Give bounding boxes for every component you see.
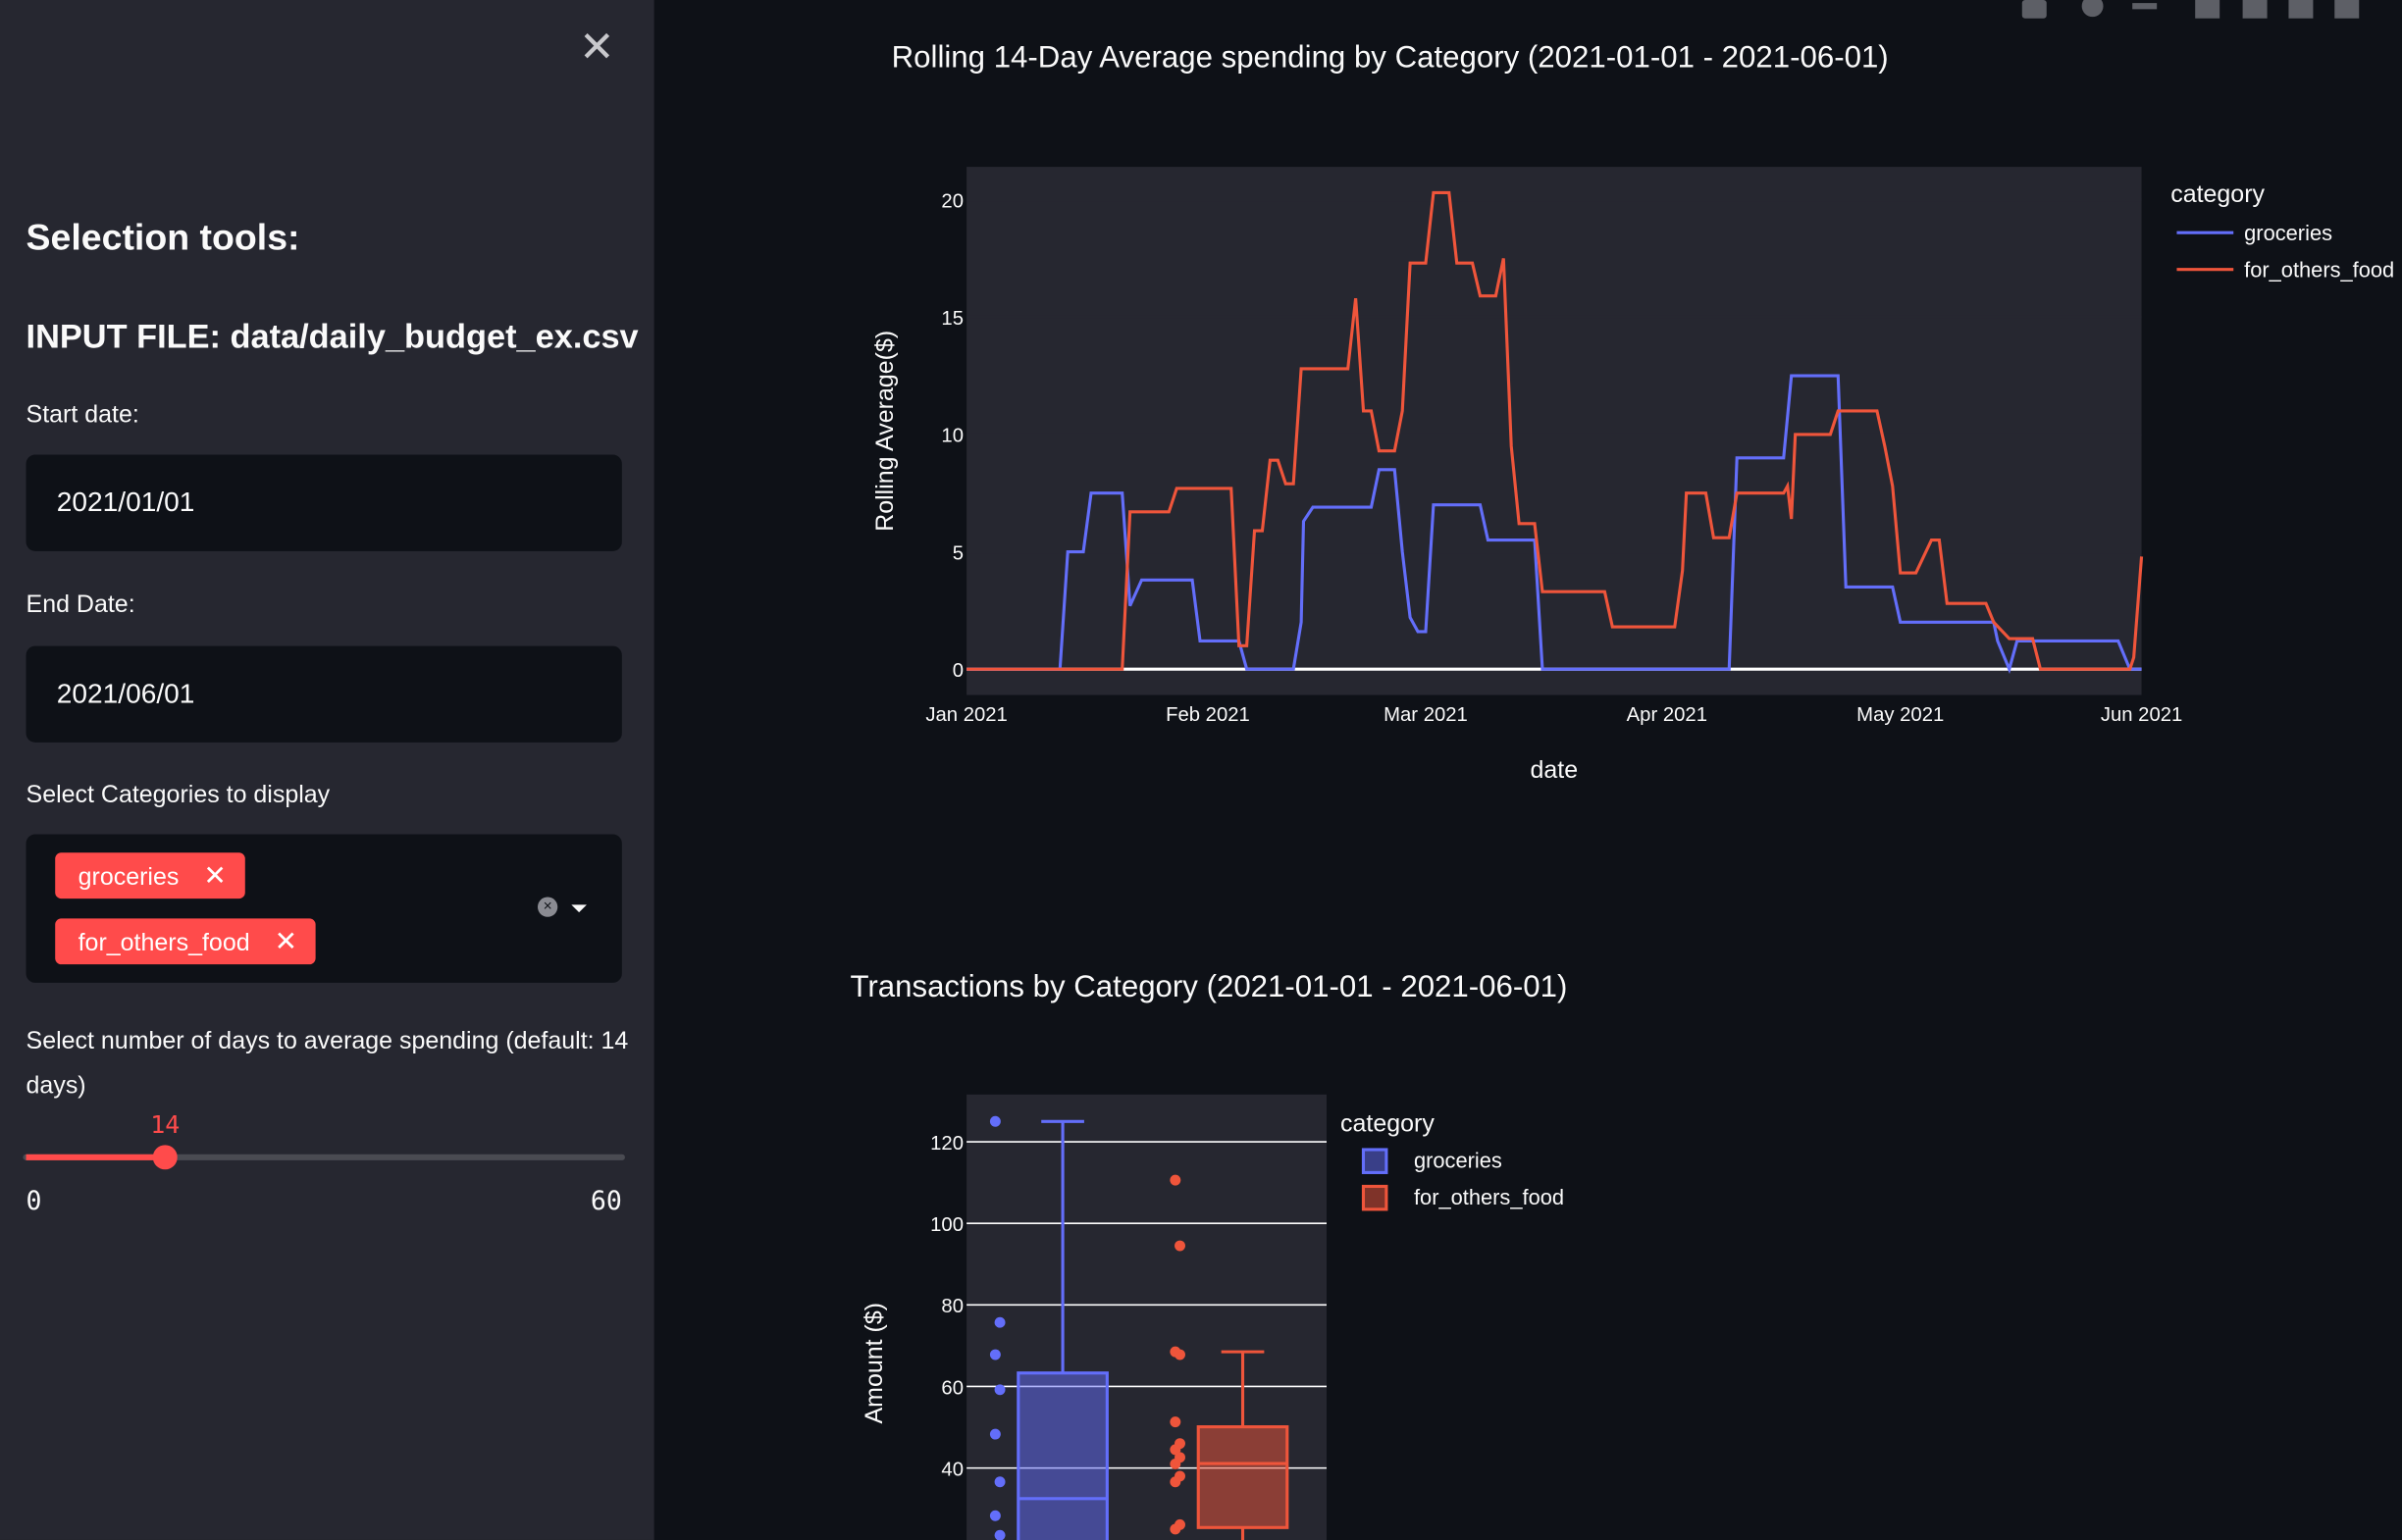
x-tick-label: Feb 2021	[1166, 704, 1250, 726]
slider-thumb[interactable]	[152, 1145, 178, 1170]
zoom-out-icon[interactable]	[2242, 0, 2268, 19]
input-file: INPUT FILE: data/daily_budget_ex.csv	[26, 317, 639, 356]
data-point	[1175, 1349, 1185, 1360]
category-tag[interactable]: for_others_food ✕	[55, 918, 316, 965]
close-sidebar-button[interactable]: ✕	[579, 23, 615, 71]
legend-label: groceries	[1414, 1149, 1502, 1173]
legend-swatch	[1361, 1184, 1388, 1211]
legend-title: category	[2170, 180, 2265, 208]
data-point	[1170, 1444, 1181, 1456]
start-label: Start date:	[26, 402, 139, 429]
slider-max: 60	[591, 1186, 622, 1216]
line-series	[966, 374, 2142, 674]
legend-label: for_others_food	[1414, 1185, 1564, 1209]
y-tick-label: 80	[941, 1296, 964, 1317]
y-axis-title: Amount ($)	[861, 1303, 888, 1423]
data-point	[1170, 1476, 1181, 1488]
y-tick-label: 40	[941, 1459, 964, 1480]
end-label: End Date:	[26, 591, 135, 619]
x-tick-label: Mar 2021	[1384, 704, 1468, 726]
data-point	[1170, 1174, 1181, 1186]
box	[1196, 1425, 1289, 1529]
data-point	[994, 1476, 1006, 1488]
autoscale-icon[interactable]	[2288, 0, 2314, 19]
categories-label: Select Categories to display	[26, 782, 331, 808]
tag-text: for_others_food	[78, 930, 250, 957]
zoom-in-icon[interactable]	[2195, 0, 2220, 19]
chart-title: Rolling 14-Day Average spending by Categ…	[892, 40, 1889, 75]
remove-tag[interactable]: ✕	[203, 860, 227, 892]
data-point	[994, 1384, 1006, 1396]
data-point	[989, 1510, 1001, 1521]
y-tick-label: 120	[930, 1133, 964, 1155]
plot-area	[966, 167, 2142, 695]
data-point	[989, 1115, 1001, 1127]
remove-tag[interactable]: ✕	[274, 926, 298, 957]
chart-title: Transactions by Category (2021-01-01 - 2…	[850, 969, 1567, 1003]
sidebar: ✕ Selection tools: INPUT FILE: data/dail…	[0, 0, 654, 1540]
data-point	[994, 1529, 1006, 1540]
pan-icon[interactable]	[2132, 3, 2158, 10]
line-series	[966, 190, 2144, 671]
x-tick-label: Jan 2021	[925, 704, 1007, 726]
plot-toolbar	[2021, 0, 2360, 19]
x-axis-title: date	[1531, 756, 1579, 784]
data-point	[1170, 1458, 1181, 1469]
end-date-input[interactable]: 2021/06/01	[26, 645, 622, 743]
slider-min: 0	[26, 1186, 42, 1216]
y-tick-label: 0	[953, 660, 964, 682]
y-tick-label: 20	[941, 190, 964, 212]
data-point	[1175, 1240, 1185, 1252]
reset-icon[interactable]	[2334, 0, 2360, 19]
legend-label: groceries	[2244, 221, 2332, 245]
legend-swatch	[1361, 1148, 1388, 1174]
y-axis-title: Rolling Average($)	[871, 331, 899, 532]
category-multiselect[interactable]: groceries ✕ for_others_food ✕ ×	[26, 834, 622, 983]
data-point	[1170, 1416, 1181, 1428]
category-tag[interactable]: groceries ✕	[55, 852, 245, 899]
slider-label: Select number of days to average spendin…	[26, 1028, 629, 1100]
slider-value: 14	[150, 1110, 180, 1139]
zoom-icon[interactable]	[2081, 0, 2104, 18]
data-point	[989, 1428, 1001, 1440]
y-tick-label: 100	[930, 1214, 964, 1236]
data-point	[989, 1349, 1001, 1360]
camera-icon[interactable]	[2021, 0, 2047, 19]
y-tick-label: 60	[941, 1377, 964, 1399]
charts: Rolling 14-Day Average spending by Categ…	[850, 0, 2394, 1540]
y-tick-label: 15	[941, 308, 964, 330]
legend-label: for_others_food	[2244, 257, 2394, 282]
box	[1017, 1371, 1109, 1540]
tag-text: groceries	[78, 864, 180, 892]
data-point	[1170, 1523, 1181, 1535]
start-date-input[interactable]: 2021/01/01	[26, 454, 622, 551]
x-tick-label: Apr 2021	[1627, 704, 1707, 726]
y-tick-label: 5	[953, 542, 964, 564]
legend-title: category	[1340, 1109, 1435, 1137]
y-tick-label: 10	[941, 426, 964, 447]
slider[interactable]: 14 0 60	[0, 1103, 654, 1225]
dropdown-arrow[interactable]	[571, 904, 587, 913]
data-point	[994, 1316, 1006, 1328]
clear-button[interactable]: ×	[537, 897, 558, 917]
x-tick-label: May 2021	[1856, 704, 1944, 726]
x-tick-label: Jun 2021	[2101, 704, 2182, 726]
sidebar-heading: Selection tools:	[26, 217, 300, 259]
